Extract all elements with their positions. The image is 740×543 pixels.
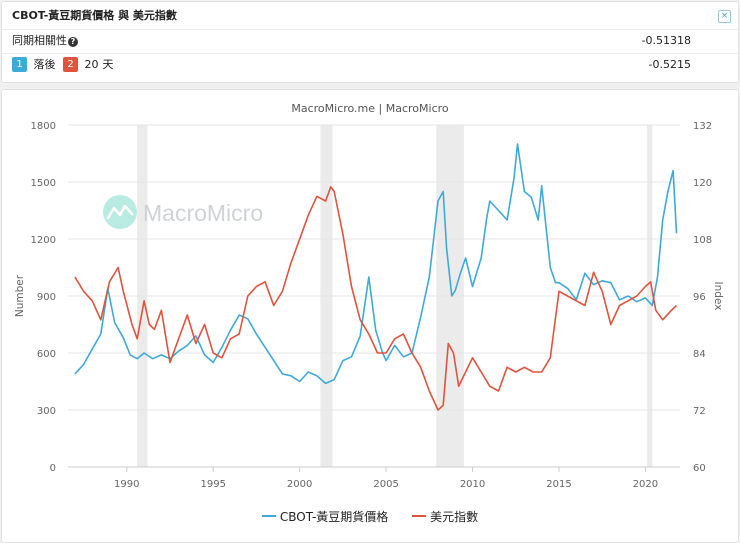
x-tick-label: 2015 bbox=[546, 479, 571, 490]
watermark: MacroMicro bbox=[103, 195, 263, 229]
header-title: CBOT-黃豆期貨價格 與 美元指數 bbox=[12, 9, 177, 22]
lag-correlation-row: 1 落後 2 20 天 -0.5215 bbox=[2, 53, 738, 76]
legend-swatch-dollar-index bbox=[412, 515, 427, 517]
x-tick-label: 2005 bbox=[373, 479, 398, 490]
y-tick-left-label: 600 bbox=[37, 349, 56, 360]
y-tick-left-label: 1500 bbox=[31, 178, 56, 189]
y-tick-right-label: 96 bbox=[693, 292, 706, 303]
close-icon: × bbox=[720, 11, 729, 21]
series-line-dollar-index bbox=[74, 186, 678, 411]
legend-label-dollar-index: 美元指數 bbox=[430, 510, 479, 524]
y-axis-left-label: Number bbox=[14, 274, 26, 317]
legend-swatch-soybean bbox=[261, 515, 276, 517]
info-panel: CBOT-黃豆期貨價格 與 美元指數 × 同期相關性? -0.51318 1 落… bbox=[1, 1, 739, 83]
chart-panel: MacroMicro MacroMicro.me | MacroMicro 0 3… bbox=[1, 89, 739, 543]
line-chart: MacroMicro MacroMicro.me | MacroMicro 0 3… bbox=[14, 102, 724, 490]
watermark-text: MacroMicro bbox=[143, 200, 263, 226]
lag-correlation-value: -0.5215 bbox=[648, 58, 691, 71]
lag-badge-1[interactable]: 1 bbox=[12, 57, 27, 72]
y-tick-right-label: 132 bbox=[693, 121, 712, 132]
y-tick-right-label: 120 bbox=[693, 178, 712, 189]
legend-label-soybean: CBOT-黃豆期貨價格 bbox=[279, 510, 389, 524]
chart-title-header: CBOT-黃豆期貨價格 與 美元指數 bbox=[2, 5, 738, 27]
y-tick-left-label: 1200 bbox=[31, 235, 56, 246]
y-tick-right-label: 84 bbox=[693, 349, 706, 360]
chart-legend: CBOT-黃豆期貨價格 美元指數 bbox=[2, 508, 738, 525]
legend-item-soybean[interactable]: CBOT-黃豆期貨價格 bbox=[261, 508, 389, 525]
y-tick-right-label: 72 bbox=[693, 406, 706, 417]
lag-label: 落後 bbox=[33, 58, 56, 71]
lag-badge-2[interactable]: 2 bbox=[63, 57, 78, 72]
lag-unit: 天 bbox=[102, 58, 114, 71]
close-button[interactable]: × bbox=[718, 10, 731, 23]
x-tick-label: 2020 bbox=[633, 479, 658, 490]
correlation-row: 同期相關性? -0.51318 bbox=[2, 29, 738, 52]
lag-days: 20 bbox=[84, 58, 99, 71]
legend-item-dollar-index[interactable]: 美元指數 bbox=[412, 508, 478, 525]
x-tick-label: 1995 bbox=[200, 479, 225, 490]
help-icon[interactable]: ? bbox=[68, 37, 78, 47]
series-line-soybean bbox=[74, 143, 678, 385]
y-tick-left-label: 0 bbox=[50, 463, 56, 474]
y-tick-left-label: 300 bbox=[37, 406, 56, 417]
y-tick-right-label: 108 bbox=[693, 235, 712, 246]
y-tick-left-label: 1800 bbox=[31, 121, 56, 132]
correlation-label: 同期相關性 bbox=[12, 34, 67, 47]
correlation-value: -0.51318 bbox=[641, 34, 691, 47]
x-tick-label: 2000 bbox=[287, 479, 312, 490]
x-tick-label: 1990 bbox=[114, 479, 139, 490]
x-tick-label: 2010 bbox=[460, 479, 485, 490]
chart-title: MacroMicro.me | MacroMicro bbox=[291, 102, 449, 115]
watermark-logo-icon bbox=[103, 195, 137, 229]
y-axis-right-label: Index bbox=[712, 282, 724, 311]
y-tick-right-label: 60 bbox=[693, 463, 706, 474]
y-tick-left-label: 900 bbox=[37, 292, 56, 303]
